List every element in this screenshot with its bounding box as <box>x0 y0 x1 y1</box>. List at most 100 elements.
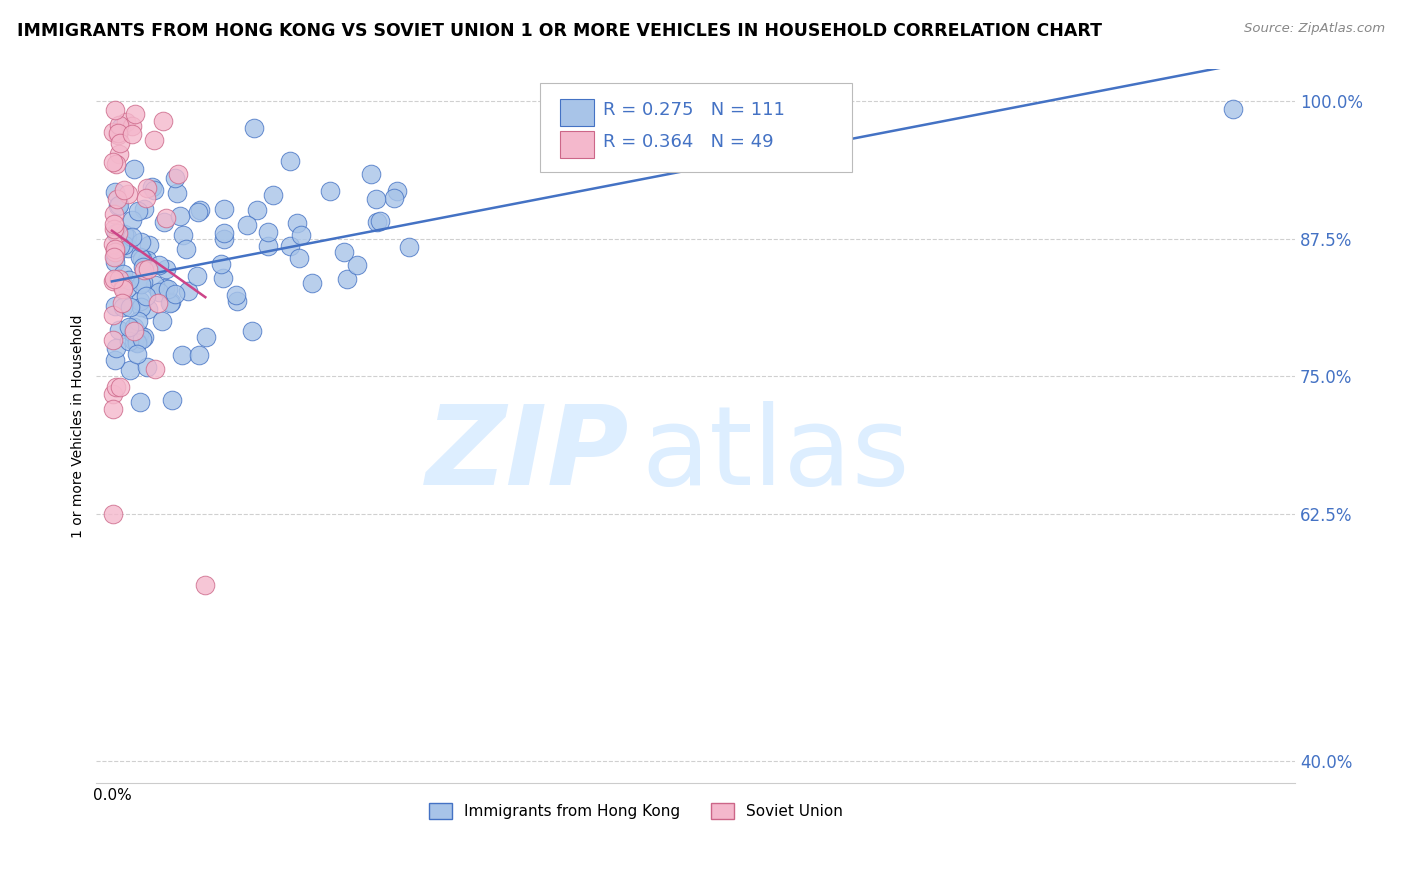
Point <box>107 128 129 142</box>
Point <box>243 121 266 136</box>
Point <box>319 184 342 198</box>
Point <box>105 157 128 171</box>
Point <box>103 236 125 251</box>
Point <box>131 300 153 314</box>
Point <box>236 218 259 232</box>
Point <box>212 202 235 216</box>
Point <box>165 287 187 301</box>
Point <box>366 215 388 229</box>
Point <box>134 202 156 216</box>
Point <box>104 353 127 368</box>
Point <box>169 209 191 223</box>
Point <box>382 191 405 205</box>
Text: IMMIGRANTS FROM HONG KONG VS SOVIET UNION 1 OR MORE VEHICLES IN HOUSEHOLD CORREL: IMMIGRANTS FROM HONG KONG VS SOVIET UNIO… <box>17 22 1102 40</box>
Point <box>141 180 163 194</box>
Point <box>103 333 125 347</box>
Point <box>103 125 125 139</box>
Point <box>107 192 129 206</box>
Point <box>107 323 129 337</box>
Point <box>135 289 157 303</box>
Point <box>336 271 359 285</box>
Point <box>104 299 127 313</box>
Point <box>194 578 217 592</box>
Point <box>124 106 146 120</box>
Point <box>194 330 217 344</box>
Point <box>186 268 208 283</box>
Point <box>127 314 149 328</box>
Point <box>107 198 129 212</box>
Point <box>262 187 284 202</box>
Point <box>103 251 125 265</box>
Point <box>118 334 141 349</box>
Y-axis label: 1 or more Vehicles in Household: 1 or more Vehicles in Household <box>72 314 86 538</box>
Point <box>104 249 127 263</box>
Point <box>152 215 174 229</box>
Point <box>122 326 145 340</box>
Point <box>128 326 150 341</box>
Point <box>103 207 125 221</box>
Point <box>103 274 125 288</box>
Point <box>135 359 157 374</box>
Point <box>111 300 134 314</box>
Point <box>143 278 166 293</box>
Point <box>124 324 146 338</box>
Point <box>121 119 143 133</box>
Point <box>257 238 280 252</box>
Point <box>142 133 165 147</box>
Point <box>166 186 188 200</box>
Point <box>108 380 131 394</box>
Point <box>160 392 183 407</box>
Point <box>111 296 134 310</box>
Point <box>115 230 138 244</box>
Point <box>108 271 131 285</box>
Point <box>117 242 139 256</box>
Text: ZIP: ZIP <box>426 401 630 508</box>
Point <box>124 334 146 348</box>
Point <box>156 283 179 297</box>
Point <box>188 202 211 217</box>
Point <box>278 239 301 253</box>
Point <box>398 239 420 253</box>
Point <box>211 271 233 285</box>
Point <box>287 251 309 265</box>
Point <box>132 260 155 274</box>
Point <box>135 252 157 267</box>
Text: R = 0.364   N = 49: R = 0.364 N = 49 <box>603 133 775 151</box>
Point <box>112 279 135 293</box>
Point <box>129 250 152 264</box>
Point <box>301 276 323 290</box>
Point <box>125 347 148 361</box>
Text: Source: ZipAtlas.com: Source: ZipAtlas.com <box>1244 22 1385 36</box>
Point <box>148 259 170 273</box>
Point <box>111 282 134 296</box>
Point <box>129 235 152 250</box>
Point <box>121 212 143 227</box>
Point <box>138 238 160 252</box>
Point <box>160 294 183 309</box>
Point <box>108 119 131 133</box>
Point <box>135 190 157 204</box>
Point <box>104 226 127 240</box>
Point <box>105 341 128 355</box>
Point <box>115 281 138 295</box>
Point <box>174 242 197 256</box>
Point <box>117 320 139 334</box>
Point <box>103 507 125 521</box>
Point <box>125 335 148 350</box>
Point <box>132 276 155 290</box>
Point <box>112 227 135 241</box>
Point <box>209 257 232 271</box>
Point <box>104 380 127 394</box>
Point <box>159 296 181 310</box>
Point <box>104 103 127 118</box>
Point <box>104 254 127 268</box>
Point <box>115 114 138 128</box>
Point <box>103 402 125 417</box>
Point <box>177 284 200 298</box>
FancyBboxPatch shape <box>540 83 852 172</box>
Point <box>110 238 132 252</box>
Point <box>240 324 263 338</box>
Point <box>170 347 193 361</box>
Point <box>127 204 149 219</box>
Point <box>1222 102 1244 116</box>
